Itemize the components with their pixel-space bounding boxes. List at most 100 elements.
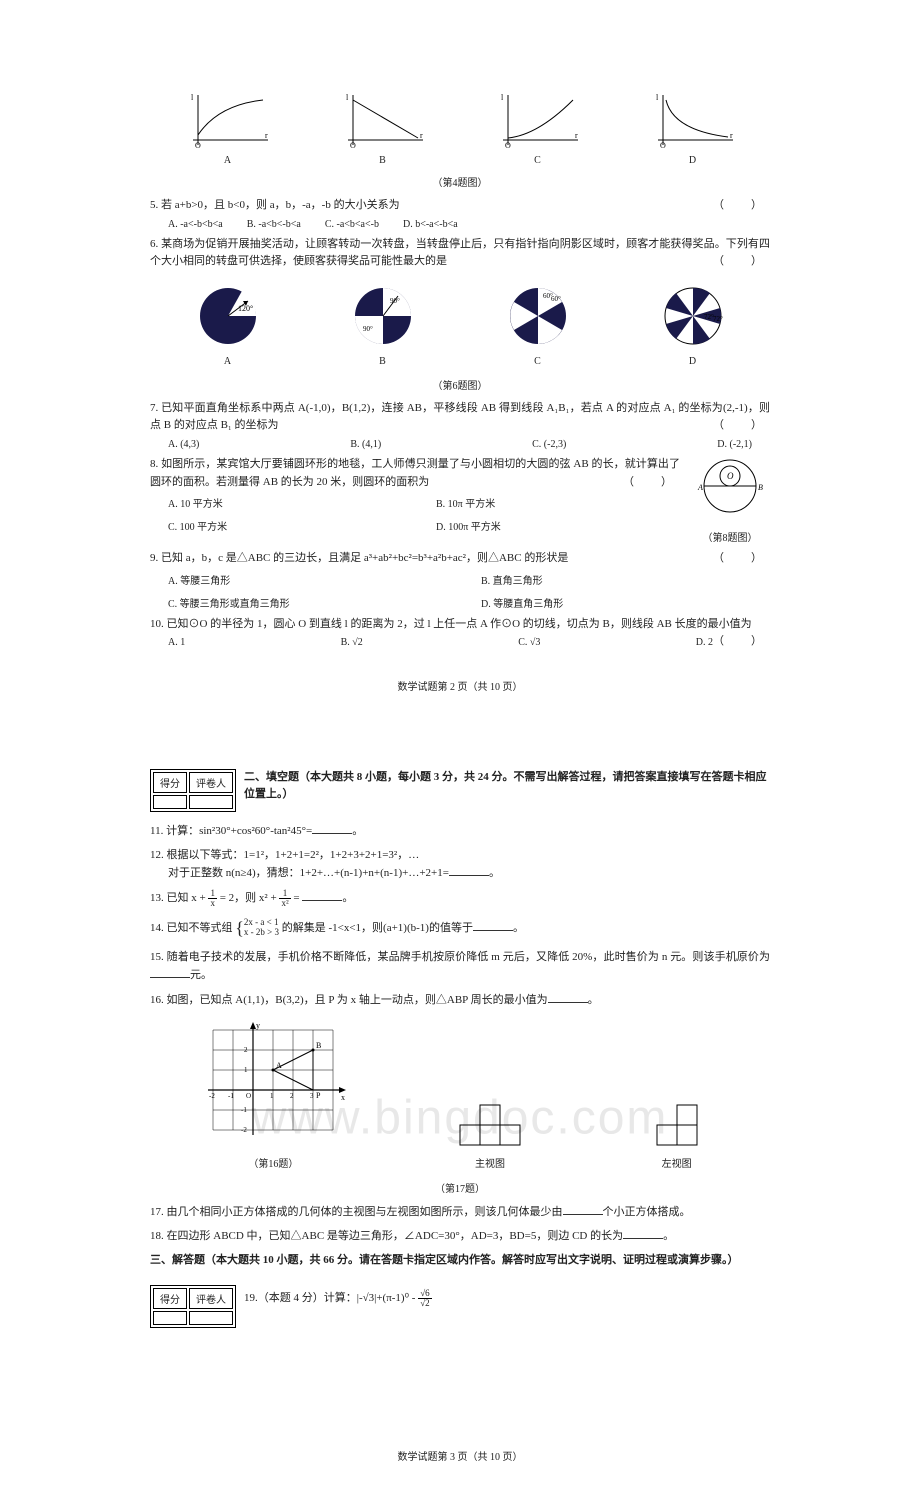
q9-text: 9. 已知 a，b，c 是△ABC 的三边长，且满足 a³+ab²+bc²=b³… [150, 552, 568, 564]
fig17-caption: （第17题） [150, 1180, 770, 1195]
graph-d: rlO D [648, 90, 738, 166]
q8-opt-d: D. 100π 平方米 [436, 518, 680, 533]
q8-text: 8. 如图所示，某宾馆大厅要铺圆环形的地毯，工人师傅只测量了与小圆相切的大圆的弦… [150, 458, 680, 488]
q13-c: = [291, 892, 303, 904]
q7-opt-c: C. (-2,3) [532, 439, 566, 450]
q10-opt-b: B. √2 [341, 637, 363, 648]
svg-text:-2: -2 [241, 1126, 247, 1134]
q10-text: 10. 已知⊙O 的半径为 1，圆心 O 到直线 l 的距离为 2，过 l 上任… [150, 618, 752, 630]
svg-text:120°: 120° [238, 304, 253, 313]
q10-opt-d: D. 2 [696, 637, 713, 648]
svg-text:72°: 72° [713, 315, 723, 323]
svg-text:3: 3 [310, 1092, 314, 1100]
q8-figure: OAB （第8题图） [690, 456, 770, 544]
q6-paren: （ ） [713, 253, 770, 271]
q16-text: 16. 如图，已知点 A(1,1)，B(3,2)，且 P 为 x 轴上一动点，则… [150, 994, 548, 1006]
q6: 6. 某商场为促销开展抽奖活动，让顾客转动一次转盘，当转盘停止后，只有指针指向阴… [150, 236, 770, 392]
fig17-left: 左视图 [632, 1090, 722, 1170]
q5-text: 5. 若 a+b>0，且 b<0，则 a，b，-a，-b 的大小关系为 [150, 199, 400, 211]
svg-text:O: O [727, 471, 734, 481]
q12: 12. 根据以下等式：1=1²，1+2+1=2²，1+2+3+2+1=3²，… … [150, 847, 770, 883]
spinner-a: 120° A [193, 281, 263, 367]
svg-text:90°: 90° [363, 325, 373, 333]
q4-caption: （第4题图） [150, 174, 770, 189]
svg-text:60°: 60° [551, 295, 561, 303]
q14-sys2: x - 2b > 3 [244, 927, 279, 937]
q18: 18. 在四边形 ABCD 中，已知△ABC 是等边三角形，∠ADC=30°，A… [150, 1227, 770, 1246]
svg-text:O: O [195, 141, 201, 150]
q13: 13. 已知 x + 1x = 2，则 x² + 1x² = 。 [150, 889, 770, 908]
q14-sys1: 2x - a < 1 [244, 917, 279, 927]
q14-b: 的解集是 -1<x<1，则(a+1)(b-1)的值等于 [282, 922, 473, 934]
graph-b-svg: rlO [338, 90, 428, 150]
spinner-a-label: A [193, 356, 263, 367]
score-box: 得分评卷人 [150, 769, 236, 812]
q7-opt-d: D. (-2,1) [717, 439, 752, 450]
svg-text:2: 2 [290, 1092, 294, 1100]
q16: 16. 如图，已知点 A(1,1)，B(3,2)，且 P 为 x 轴上一动点，则… [150, 991, 770, 1010]
q15-unit: 元。 [190, 969, 212, 981]
graph-c-label: C [493, 155, 583, 166]
graph-a-label: A [183, 155, 273, 166]
q12-line2: 对于正整数 n(n≥4)，猜想：1+2+…+(n-1)+n+(n-1)+…+2+… [168, 867, 449, 879]
q13-a: 13. 已知 x + [150, 892, 208, 904]
svg-text:O: O [350, 141, 356, 150]
q13-b: = 2，则 x² + [217, 892, 279, 904]
q7: 7. 已知平面直角坐标系中两点 A(-1,0)，B(1,2)，连接 AB，平移线… [150, 400, 770, 450]
q7-opt-b: B. (4,1) [350, 439, 381, 450]
score-box-2: 得分评卷人 [150, 1285, 236, 1328]
q9: 9. 已知 a，b，c 是△ABC 的三边长，且满足 a³+ab²+bc²=b³… [150, 550, 770, 610]
q11-text: 11. 计算：sin²30°+cos²60°-tan²45°= [150, 825, 312, 837]
fig16-caption: （第16题） [198, 1155, 348, 1170]
spinner-d: 72°72° D [658, 281, 728, 367]
fig16: yx A B P O123 -1-2 12 -1-2 （第16题） [198, 1020, 348, 1170]
q6-caption: （第6题图） [150, 377, 770, 392]
svg-text:B: B [316, 1041, 321, 1050]
svg-text:r: r [265, 131, 268, 140]
marker-label-2: 评卷人 [189, 1288, 233, 1309]
spinner-b-svg: 90° 90° [348, 281, 418, 351]
q19-text: 19.（本题 4 分）计算：|-√3|+(π-1)⁰ - [244, 1292, 418, 1304]
spinner-c: 60°60° C [503, 281, 573, 367]
section3-title: 三、解答题（本大题共 10 小题，共 66 分。请在答题卡指定区域内作答。解答时… [150, 1252, 770, 1270]
q7-opt-a: A. (4,3) [168, 439, 199, 450]
page3-footer: 数学试题第 3 页（共 10 页） [150, 1448, 770, 1463]
spinner-b: 90°90° B [348, 281, 418, 367]
figures-16-17: yx A B P O123 -1-2 12 -1-2 （第16题） 主视图 左视 [150, 1020, 770, 1170]
svg-text:90°: 90° [390, 297, 400, 305]
svg-text:1: 1 [244, 1066, 248, 1074]
svg-text:B: B [758, 483, 763, 492]
svg-text:l: l [656, 93, 659, 102]
front-view-label: 主视图 [445, 1155, 535, 1170]
q17-a: 17. 由几个相同小正方体搭成的几何体的主视图与左视图如图所示，则该几何体最少由 [150, 1206, 563, 1218]
q5-opt-c: C. -a<b<a<-b [325, 219, 379, 230]
q9-paren: （ ） [713, 550, 770, 568]
graph-c-svg: rlO [493, 90, 583, 150]
page2-footer: 数学试题第 2 页（共 10 页） [150, 678, 770, 693]
q10-opt-c: C. √3 [518, 637, 540, 648]
q9-opt-a: A. 等腰三角形 [168, 572, 457, 587]
q17-b: 个小正方体搭成。 [603, 1206, 691, 1218]
q14-a: 14. 已知不等式组 [150, 922, 233, 934]
q8-caption: （第8题图） [690, 529, 770, 544]
q9-opt-b: B. 直角三角形 [481, 572, 770, 587]
fig17-front: 主视图 [445, 1090, 535, 1170]
svg-text:O: O [246, 1092, 251, 1100]
svg-text:-1: -1 [228, 1092, 234, 1100]
q11: 11. 计算：sin²30°+cos²60°-tan²45°=。 [150, 822, 770, 841]
graph-a: rlO A [183, 90, 273, 166]
q8-opt-c: C. 100 平方米 [168, 518, 412, 533]
graph-a-svg: rlO [183, 90, 273, 150]
graph-c: rlO C [493, 90, 583, 166]
q9-opt-d: D. 等腰直角三角形 [481, 595, 770, 610]
svg-text:r: r [575, 131, 578, 140]
spinner-d-label: D [658, 356, 728, 367]
spinner-c-label: C [503, 356, 573, 367]
svg-text:l: l [501, 93, 504, 102]
q17: 17. 由几个相同小正方体搭成的几何体的主视图与左视图如图所示，则该几何体最少由… [150, 1203, 770, 1222]
svg-text:1: 1 [270, 1092, 274, 1100]
graph-b: rlO B [338, 90, 428, 166]
svg-text:-1: -1 [241, 1106, 247, 1114]
q10-opt-a: A. 1 [168, 637, 185, 648]
q14: 14. 已知不等式组 {2x - a < 1x - 2b > 3 的解集是 -1… [150, 914, 770, 943]
